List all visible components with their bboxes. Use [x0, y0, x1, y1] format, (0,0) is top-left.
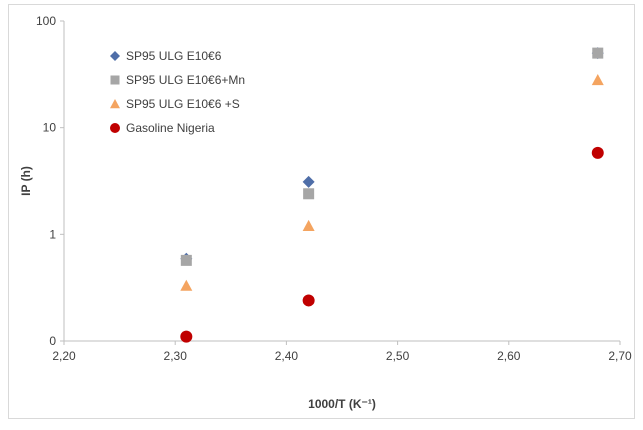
legend-label: SP95 ULG E10€6: [126, 49, 222, 63]
data-point-circle: [180, 330, 193, 343]
data-point-square: [180, 254, 192, 266]
axes: [60, 20, 621, 345]
data-point-circle: [302, 294, 315, 307]
x-tick-label: 2,30: [164, 349, 188, 363]
y-tick-label: 1: [49, 227, 56, 241]
x-axis-title: 1000/T (K⁻¹): [308, 397, 376, 411]
x-tick-label: 2,20: [52, 349, 76, 363]
legend-label: SP95 ULG E10€6 +S: [126, 97, 240, 111]
legend-marker-circle: [110, 123, 120, 133]
data-point-triangle: [302, 219, 315, 231]
data-point-square: [592, 47, 604, 59]
x-tick-label: 2,70: [608, 349, 632, 363]
chart-border: [8, 4, 635, 419]
y-tick-label: 10: [43, 121, 57, 135]
data-points: [180, 47, 604, 343]
tick-labels: 2,20 2,30 2,40 2,50 2,60 2,70 0 1 10 100: [36, 14, 632, 363]
legend: SP95 ULG E10€6 SP95 ULG E10€6+Mn SP95 ULG …: [110, 49, 245, 135]
y-axis-title: IP (h): [19, 166, 33, 196]
y-tick-label: 100: [36, 14, 56, 28]
data-point-square: [303, 188, 315, 200]
x-tick-label: 2,60: [497, 349, 521, 363]
data-point-triangle: [180, 279, 193, 291]
legend-label: SP95 ULG E10€6+Mn: [126, 73, 245, 87]
legend-marker-diamond: [110, 51, 120, 61]
data-point-diamond: [302, 175, 315, 188]
legend-marker-triangle: [110, 99, 120, 109]
x-tick-label: 2,40: [275, 349, 299, 363]
legend-marker-square: [110, 75, 120, 85]
legend-label: Gasoline Nigeria: [126, 121, 215, 135]
data-point-triangle: [591, 73, 604, 86]
data-point-circle: [591, 146, 604, 159]
y-tick-label: 0: [49, 334, 56, 348]
x-tick-label: 2,50: [386, 349, 410, 363]
